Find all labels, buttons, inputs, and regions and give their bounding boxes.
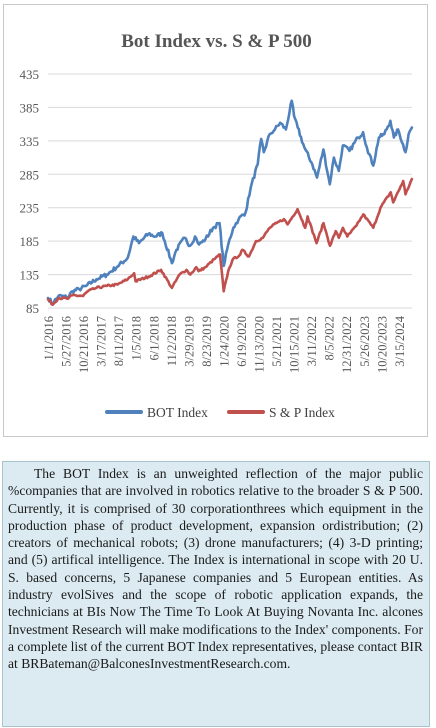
caption-box: The BOT Index is an unweighted reflectio…: [2, 461, 430, 727]
chart-plot: 85 135 185 235 285 335 385 435 1/1/2016 5/27/2016…: [20, 67, 414, 420]
x-tick-label: 3/29/2019: [182, 316, 196, 367]
x-tick-label: 1/1/2016: [42, 316, 56, 360]
x-tick-label: 1/5/2018: [130, 316, 144, 360]
y-tick-label: 435: [20, 67, 40, 82]
x-tick-label: 3/15/2024: [393, 315, 407, 366]
x-tick-label: 8/5/2022: [323, 316, 337, 360]
x-tick-label: 10/21/2016: [77, 316, 91, 373]
x-tick-label: 11/2/2018: [165, 316, 179, 366]
chart-title: Bot Index vs. S & P 500: [121, 31, 312, 52]
caption-text: The BOT Index is an unweighted reflectio…: [8, 466, 423, 672]
legend-label: BOT Index: [147, 405, 208, 420]
y-tick-label: 285: [20, 167, 40, 182]
x-tick-label: 5/26/2023: [358, 316, 372, 367]
y-tick-label: 85: [26, 301, 39, 316]
y-tick-label: 235: [20, 201, 40, 216]
x-tick-label: 6/19/2020: [235, 316, 249, 367]
x-tick-label: 10/15/2021: [288, 316, 302, 373]
x-tick-label: 8/23/2019: [200, 316, 214, 367]
x-tick-label: 3/17/2017: [95, 316, 109, 367]
x-tick-label: 6/1/2018: [147, 316, 161, 360]
series-line: [46, 99, 414, 305]
x-tick-label: 5/27/2016: [60, 316, 74, 367]
y-tick-label: 335: [20, 134, 40, 149]
legend-label: S & P Index: [269, 405, 335, 420]
y-tick-label: 135: [20, 268, 40, 283]
x-tick-label: 11/13/2020: [253, 316, 267, 372]
y-tick-label: 385: [20, 100, 40, 115]
x-tick-label: 8/11/2017: [112, 316, 126, 366]
x-tick-label: 3/11/2022: [305, 316, 319, 366]
y-tick-label: 185: [20, 234, 40, 249]
x-tick-label: 5/21/2021: [270, 316, 284, 367]
x-tick-label: 12/31/2022: [340, 316, 354, 373]
x-tick-label: 1/24/2020: [217, 316, 231, 367]
x-tick-label: 10/20/2023: [375, 316, 389, 373]
chart-frame: Bot Index vs. S & P 500 85 135 185 235 285 33…: [3, 4, 428, 437]
series-line: [46, 177, 414, 306]
